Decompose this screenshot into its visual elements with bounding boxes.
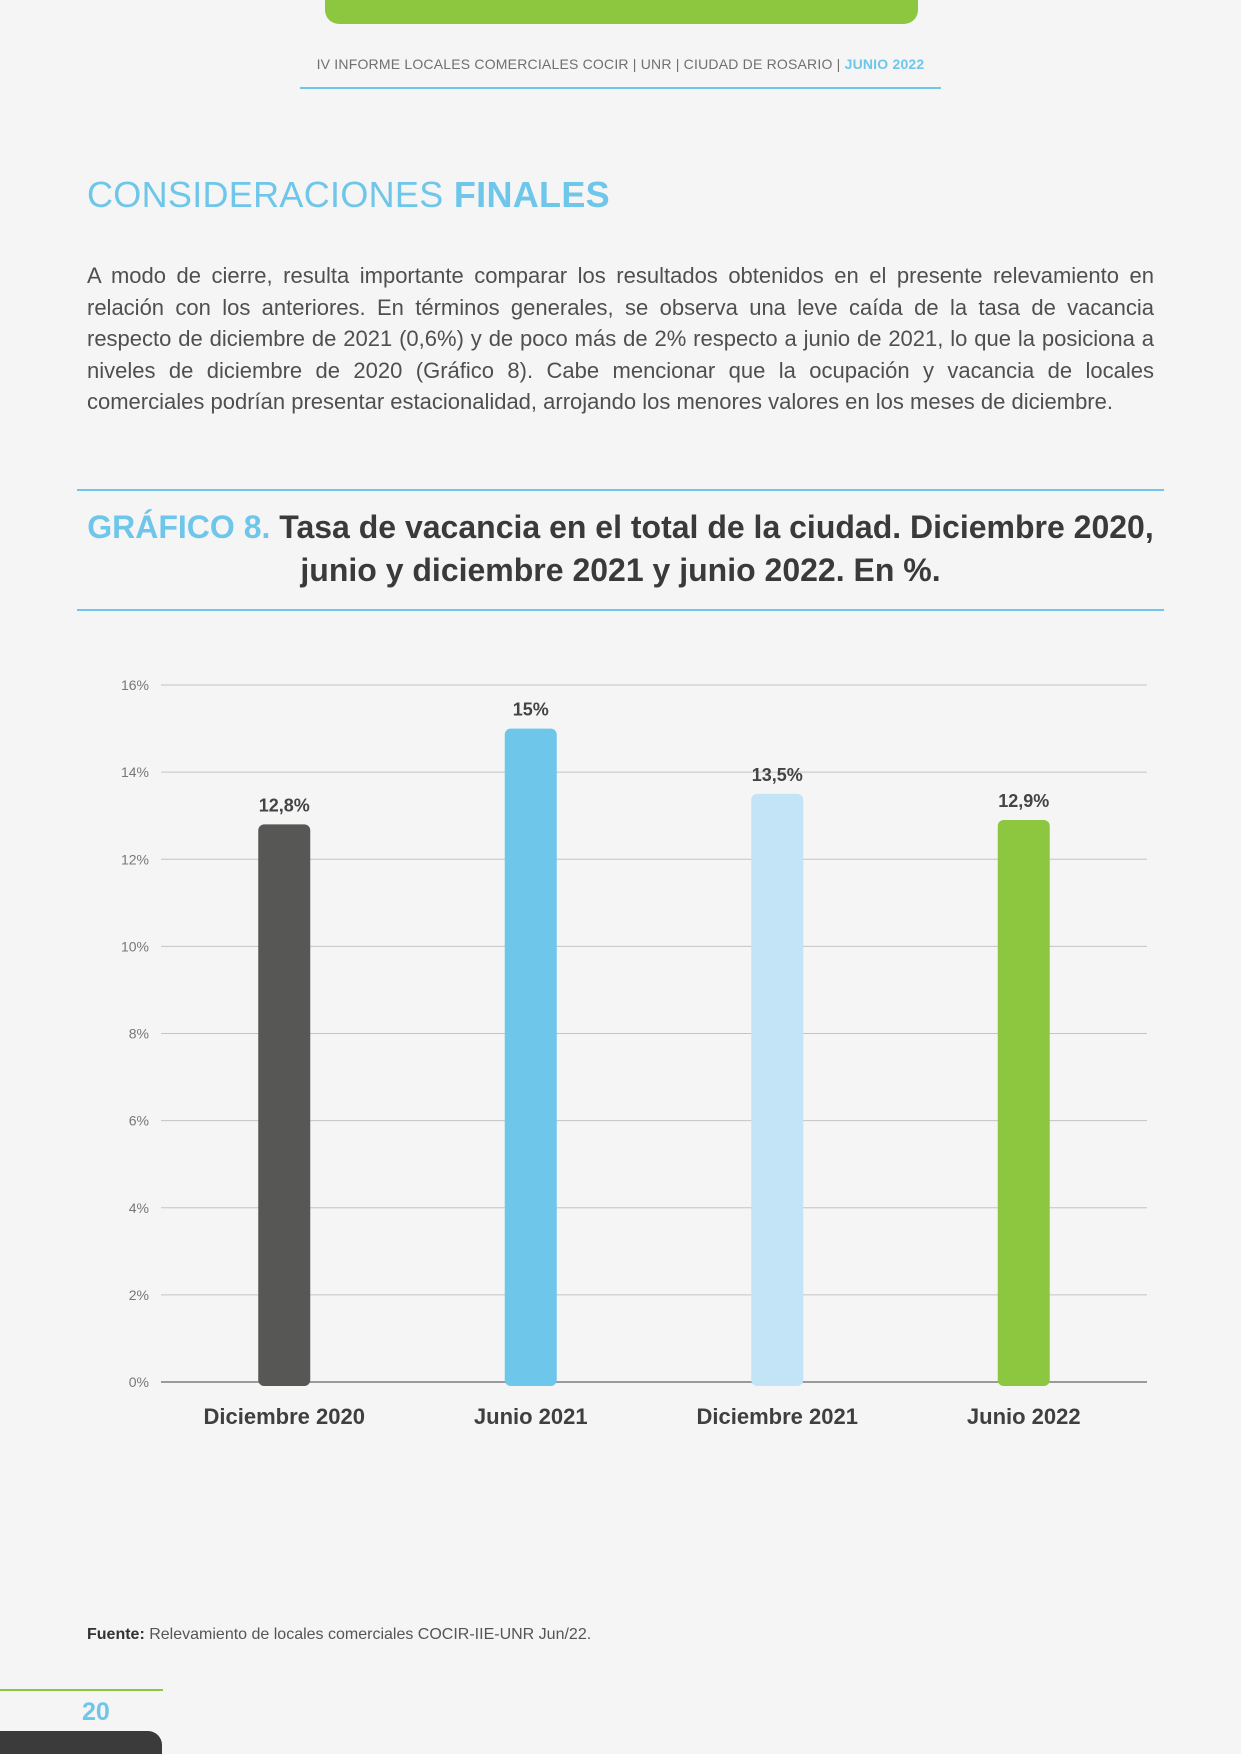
data-label: 13,5% [752,765,803,785]
bar [997,820,1050,1386]
x-category-label: Diciembre 2021 [697,1404,858,1429]
source-text: Relevamiento de locales comerciales COCI… [144,1626,592,1643]
data-label: 15% [513,700,549,720]
y-tick-label: 8% [129,1026,149,1042]
chart-heading-top-rule [77,489,1164,491]
y-tick-label: 6% [129,1113,149,1129]
footer-line [0,1689,163,1691]
x-category-label: Diciembre 2020 [204,1404,365,1429]
page-number: 20 [82,1698,110,1726]
bar [751,793,804,1386]
y-tick-label: 4% [129,1200,149,1216]
header-underline [300,87,941,89]
report-header-text: IV INFORME LOCALES COMERCIALES COCIR | U… [316,56,845,72]
y-tick-label: 16% [121,677,149,693]
bar [504,728,557,1386]
data-label: 12,8% [259,795,310,815]
chart-heading: GRÁFICO 8. Tasa de vacancia en el total … [77,506,1164,592]
source-note: Fuente: Relevamiento de locales comercia… [87,1626,591,1644]
data-label: 12,9% [998,791,1049,811]
source-label: Fuente: [87,1626,145,1643]
intro-paragraph: A modo de cierre, resulta importante com… [87,263,1154,414]
y-tick-label: 10% [121,938,149,954]
report-header: IV INFORME LOCALES COMERCIALES COCIR | U… [300,56,941,72]
chart-title: Tasa de vacancia en el total de la ciuda… [270,509,1154,588]
report-header-date: JUNIO 2022 [844,56,925,72]
section-title-light: CONSIDERACIONES [87,174,454,215]
section-title-bold: FINALES [453,174,610,215]
chart-heading-bottom-rule [77,609,1164,611]
y-tick-label: 14% [121,764,149,780]
bar [258,824,311,1386]
y-tick-label: 0% [129,1374,149,1390]
x-category-label: Junio 2021 [474,1404,588,1429]
section-title: CONSIDERACIONES FINALES [87,174,610,216]
x-category-label: Junio 2022 [967,1404,1081,1429]
footer-block [0,1731,162,1754]
top-decoration-tab [325,0,918,24]
y-tick-label: 12% [121,851,149,867]
y-tick-label: 2% [129,1287,149,1303]
chart-number: GRÁFICO 8. [87,509,271,545]
